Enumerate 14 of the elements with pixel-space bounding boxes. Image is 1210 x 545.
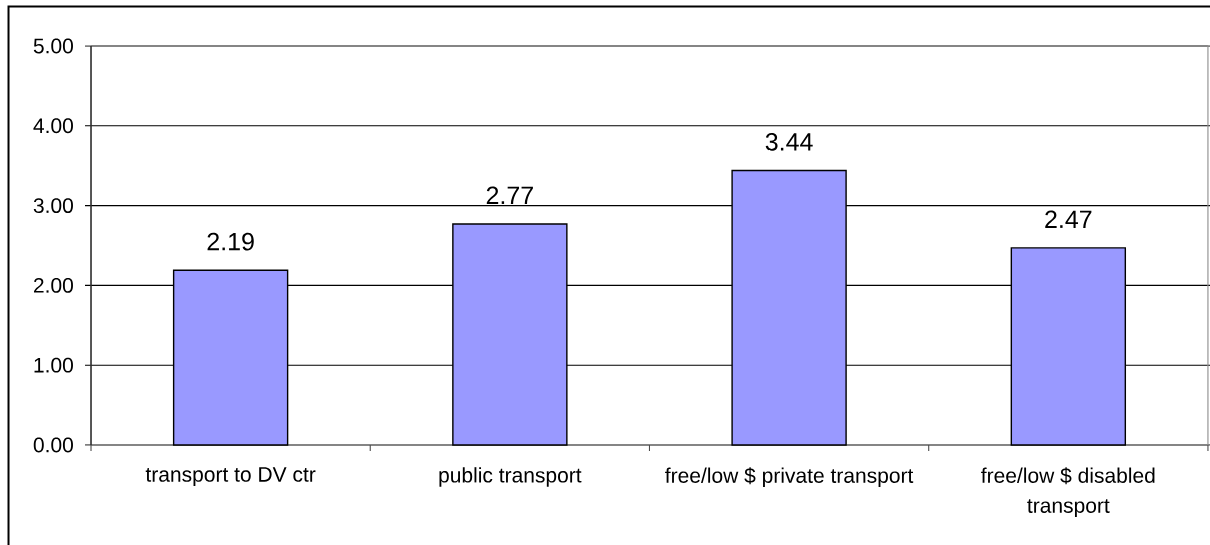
y-tick-label: 5.00 bbox=[33, 38, 73, 54]
x-tick-label: free/low $ private transport bbox=[665, 467, 914, 488]
y-tick-label: 0.00 bbox=[33, 437, 73, 453]
x-tick-label: public transport bbox=[439, 467, 582, 487]
y-tick-label: 1.00 bbox=[34, 357, 73, 373]
x-tick-label: transport to DV ctr bbox=[145, 467, 316, 486]
y-tick-label: 2.00 bbox=[33, 277, 73, 293]
y-tick-label: 3.00 bbox=[33, 198, 73, 214]
data-label: 3.44 bbox=[765, 133, 813, 151]
data-label: 2.47 bbox=[1045, 210, 1092, 228]
x-tick-label: free/low $ disabled transport bbox=[981, 467, 1155, 518]
y-tick-label: 4.00 bbox=[33, 118, 73, 134]
data-label: 2.77 bbox=[486, 186, 533, 204]
data-label: 2.19 bbox=[207, 232, 254, 251]
